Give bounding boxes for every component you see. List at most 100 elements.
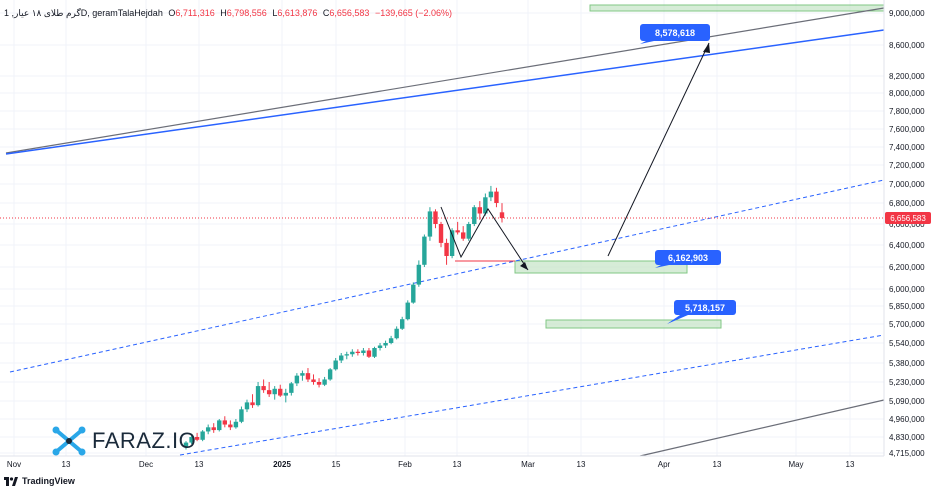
candle-body bbox=[305, 373, 311, 380]
candle-body bbox=[250, 402, 255, 406]
candle-body bbox=[400, 319, 405, 329]
y-tick-label: 5,090,000 bbox=[889, 397, 925, 406]
label-6162903: 6,162,903 bbox=[668, 253, 708, 263]
candle-body bbox=[488, 191, 494, 198]
label-5718157-box bbox=[674, 300, 736, 315]
low-label: L bbox=[272, 8, 278, 18]
low-value: 6,613,876 bbox=[277, 8, 318, 18]
callout-pointer bbox=[667, 315, 688, 324]
candle-body bbox=[294, 375, 300, 384]
candle-body bbox=[460, 232, 466, 239]
label-8578618-box bbox=[640, 24, 710, 41]
x-tick-label: Apr bbox=[658, 460, 671, 469]
candle-body bbox=[300, 373, 305, 376]
y-tick-label: 7,000,000 bbox=[889, 180, 925, 189]
tradingview-logo-icon bbox=[4, 476, 18, 486]
y-tick-label: 9,000,000 bbox=[889, 9, 925, 18]
candle-body bbox=[388, 338, 394, 343]
candle-body bbox=[444, 242, 449, 256]
x-tick-label: 13 bbox=[453, 460, 462, 469]
candle-body bbox=[433, 211, 438, 224]
candle-body bbox=[339, 355, 344, 361]
x-tick-label: 13 bbox=[846, 460, 855, 469]
arrowhead-up bbox=[703, 43, 710, 53]
y-tick-label: 6,200,000 bbox=[889, 263, 925, 272]
x-tick-label: 13 bbox=[577, 460, 586, 469]
zone-6162903 bbox=[514, 260, 688, 274]
candle-body bbox=[411, 284, 416, 303]
price-axis[interactable]: 9,000,000 8,600,000 8,200,000 8,000,000 7,80… bbox=[883, 0, 925, 458]
candle-body bbox=[333, 360, 338, 370]
candle-body bbox=[383, 343, 388, 346]
x-tick-label: Nov bbox=[7, 460, 21, 469]
candle-body bbox=[372, 348, 377, 357]
zone-top bbox=[589, 4, 885, 12]
callout-pointer bbox=[655, 265, 669, 268]
candle-body bbox=[350, 351, 355, 355]
x-tick-label: 13 bbox=[62, 460, 71, 469]
candle-body bbox=[472, 207, 477, 224]
y-tick-label: 8,000,000 bbox=[889, 89, 925, 98]
x-tick-label: Feb bbox=[398, 460, 412, 469]
x-tick-label: May bbox=[788, 460, 803, 469]
candle-body bbox=[261, 386, 266, 391]
gray-trendline-top bbox=[5, 7, 885, 154]
candle-body bbox=[211, 427, 216, 431]
open-label: O bbox=[168, 8, 176, 18]
symbol-legend: 1 ,گرم طلای ۱۸ عیارD, geramTalaHejdah O6… bbox=[4, 8, 452, 19]
time-axis[interactable]: Nov 13 Dec 13 2025 15 Feb 13 Mar 13 Apr 13 May 13 bbox=[0, 455, 884, 469]
candle-body bbox=[205, 427, 211, 432]
zigzag-pattern bbox=[440, 206, 529, 271]
candle-body bbox=[466, 224, 471, 239]
open-value: 6,711,316 bbox=[175, 8, 215, 18]
arrowhead-down bbox=[520, 262, 528, 270]
last-price-label: 6,656,583 bbox=[890, 214, 926, 223]
brand-watermark: FARAZ.IO bbox=[52, 426, 196, 456]
channel-dashed-top bbox=[9, 179, 885, 373]
candle-body bbox=[200, 431, 205, 440]
x-tick-label: 13 bbox=[195, 460, 204, 469]
candle-body bbox=[255, 386, 261, 406]
candle-body bbox=[438, 224, 444, 243]
label-6162903-box bbox=[655, 250, 721, 265]
x-tick-label: Dec bbox=[139, 460, 153, 469]
candle-body bbox=[228, 424, 233, 428]
y-tick-label: 6,600,000 bbox=[889, 220, 925, 229]
candle-body bbox=[222, 420, 228, 425]
candle-body bbox=[272, 388, 277, 395]
high-label: H bbox=[220, 8, 227, 18]
candle-body bbox=[427, 211, 433, 237]
y-tick-label: 4,715,000 bbox=[889, 449, 925, 458]
x-tick-label: 15 bbox=[332, 460, 341, 469]
trendlines bbox=[0, 7, 885, 457]
candle-body bbox=[327, 369, 333, 380]
projection-arrow bbox=[607, 42, 710, 257]
candle-body bbox=[477, 207, 483, 214]
y-tick-label: 5,850,000 bbox=[889, 302, 925, 311]
candle-body bbox=[355, 351, 361, 353]
y-tick-label: 6,000,000 bbox=[889, 285, 925, 294]
candle-body bbox=[266, 390, 272, 395]
candle-body bbox=[289, 383, 294, 393]
y-tick-label: 4,830,000 bbox=[889, 433, 925, 442]
candle-body bbox=[189, 437, 194, 443]
candle-body bbox=[322, 379, 327, 385]
candle-body bbox=[239, 409, 244, 422]
symbol-name[interactable]: 1 ,گرم طلای ۱۸ عیارD, geramTalaHejdah bbox=[4, 8, 163, 18]
x-tick-label: 2025 bbox=[273, 460, 291, 469]
y-tick-label: 5,540,000 bbox=[889, 339, 925, 348]
tradingview-footer[interactable]: TradingView bbox=[4, 476, 75, 486]
y-tick-label: 6,800,000 bbox=[889, 199, 925, 208]
candle-body bbox=[494, 191, 499, 203]
candle-body bbox=[405, 302, 410, 320]
candle-body bbox=[499, 212, 505, 219]
x-tick-label: Mar bbox=[521, 460, 535, 469]
candle-body bbox=[449, 230, 455, 256]
candle-body bbox=[311, 379, 316, 382]
candle-body bbox=[283, 392, 288, 396]
y-tick-label: 5,700,000 bbox=[889, 320, 925, 329]
y-tick-label: 6,400,000 bbox=[889, 241, 925, 250]
y-tick-label: 5,230,000 bbox=[889, 378, 925, 387]
candle-body bbox=[394, 328, 399, 339]
